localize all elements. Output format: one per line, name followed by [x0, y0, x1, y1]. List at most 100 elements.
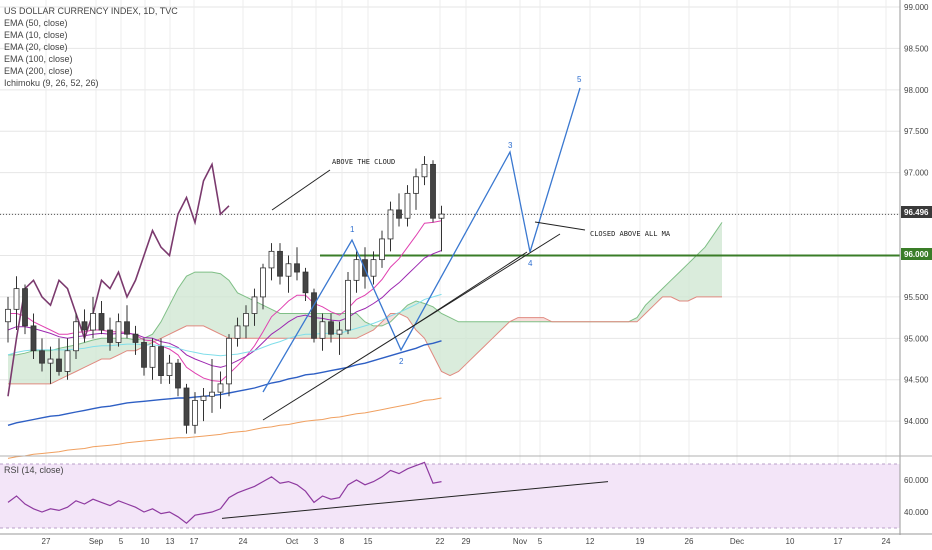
candle-body [413, 176, 419, 194]
cloud-segment [654, 288, 663, 306]
cloud-segment [220, 273, 229, 339]
cloud-segment [671, 272, 680, 302]
cloud-segment [212, 272, 221, 335]
candle-body [192, 400, 198, 426]
rsi-trendline [221, 481, 609, 519]
legend-indicator-1: EMA (10, close) [4, 30, 68, 40]
y-tick-label: 99.000 [904, 3, 929, 12]
y-tick-label: 98.500 [904, 44, 929, 53]
ichimoku-cloud [8, 222, 723, 385]
cloud-segment [467, 321, 476, 364]
candle-body [158, 346, 164, 376]
candle-body [421, 163, 428, 178]
candle-body [319, 321, 326, 339]
x-tick-label: 5 [119, 537, 124, 546]
x-tick-label: 26 [685, 537, 694, 546]
y-tick-label: 94.000 [904, 417, 929, 426]
x-tick-label: 27 [42, 537, 51, 546]
x-tick-label: Nov [513, 537, 527, 546]
candle-body [311, 292, 317, 339]
cloud-segment [288, 313, 297, 339]
candle-body [336, 329, 343, 335]
cloud-segment [169, 288, 178, 335]
annotation-closed-above-ma: CLOSED ABOVE ALL MA [590, 230, 671, 238]
ema-line-ema200 [7, 397, 442, 459]
candle-body [56, 358, 62, 372]
y-tick-label: 94.500 [904, 376, 929, 385]
candle-body [175, 362, 181, 389]
candle-body [13, 288, 20, 310]
ema-line-ema10 [8, 220, 442, 382]
x-tick-label: 19 [636, 537, 645, 546]
cloud-segment [16, 353, 25, 384]
legend-indicator-3: EMA (100, close) [4, 54, 73, 64]
cloud-segment [679, 263, 688, 302]
candle-body [404, 192, 411, 219]
cloud-segment [101, 338, 110, 360]
rsi-label: RSI (14, close) [4, 465, 64, 475]
wave-label-5: 5 [577, 75, 582, 84]
cloud-segment [93, 338, 102, 364]
cloud-segment [433, 306, 442, 372]
legend-indicator-5: Ichimoku (9, 26, 52, 26) [4, 78, 99, 88]
legend: US DOLLAR CURRENCY INDEX, 1D, TVC EMA (5… [4, 6, 178, 88]
candle-body [251, 296, 258, 314]
candle-body [438, 213, 445, 219]
x-tick-label: 22 [436, 537, 445, 546]
cloud-segment [450, 317, 459, 376]
cloud-segment [178, 276, 187, 331]
x-tick-label: 8 [340, 537, 345, 546]
x-tick-label: 10 [141, 537, 150, 546]
wave-label-4: 4 [528, 259, 533, 268]
arrow-above-cloud [271, 169, 331, 211]
rsi-band [0, 464, 900, 528]
candle-body [294, 263, 300, 273]
annotation-above-cloud: ABOVE THE CLOUD [332, 158, 395, 166]
wave-label-1: 1 [350, 225, 355, 234]
candle-body [183, 387, 190, 426]
ema-line-ema50 [7, 293, 442, 357]
wave-label-2: 2 [399, 357, 404, 366]
cloud-segment [637, 305, 646, 322]
level-price-box: 96.000 [901, 248, 932, 260]
ema-lines [7, 161, 442, 459]
candle-body [217, 383, 224, 393]
chart-title: US DOLLAR CURRENCY INDEX, 1D, TVC [4, 6, 178, 16]
candle-body [149, 346, 156, 368]
wave-path [262, 87, 581, 393]
cloud-segment [152, 321, 161, 343]
x-tick-label: 3 [314, 537, 319, 546]
x-tick-label: Sep [89, 537, 104, 546]
cloud-segment [713, 222, 722, 297]
candle-body [234, 325, 241, 339]
cloud-segment [407, 301, 416, 331]
candle-body [166, 362, 173, 376]
lagging-span-line [7, 161, 230, 397]
cloud-segment [475, 321, 484, 355]
rsi-line [7, 461, 442, 524]
candle-body [22, 288, 28, 327]
candle-body [141, 342, 147, 368]
x-tick-label: 13 [166, 537, 175, 546]
candle-body [243, 313, 249, 327]
candle-body [90, 313, 96, 331]
candle-body [268, 250, 275, 269]
candle-body [353, 259, 360, 281]
cloud-span-b [8, 296, 722, 385]
y-tick-label: 95.000 [904, 334, 929, 343]
wave-label-3: 3 [508, 141, 513, 150]
legend-indicator-0: EMA (50, close) [4, 18, 68, 28]
candle-body [328, 321, 334, 335]
cloud-segment [696, 247, 705, 297]
candle-body [30, 325, 37, 352]
x-tick-label: Dec [730, 537, 744, 546]
wave-labels: 1 2 3 4 5 [350, 75, 582, 366]
cloud-segment [705, 234, 714, 297]
cloud-segment [662, 280, 671, 297]
cloud-segment [186, 272, 195, 326]
candle-body [115, 321, 122, 343]
candle-body [209, 391, 215, 397]
candle-body [226, 337, 232, 385]
candle-body [430, 163, 436, 219]
